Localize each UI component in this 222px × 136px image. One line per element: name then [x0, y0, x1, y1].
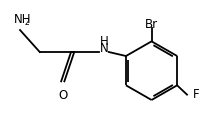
Text: H: H [100, 35, 109, 48]
Text: N: N [100, 42, 109, 55]
Text: 2: 2 [25, 18, 30, 27]
Text: Br: Br [145, 18, 158, 31]
Text: NH: NH [14, 13, 31, 26]
Text: F: F [192, 88, 199, 101]
Text: O: O [58, 89, 67, 102]
